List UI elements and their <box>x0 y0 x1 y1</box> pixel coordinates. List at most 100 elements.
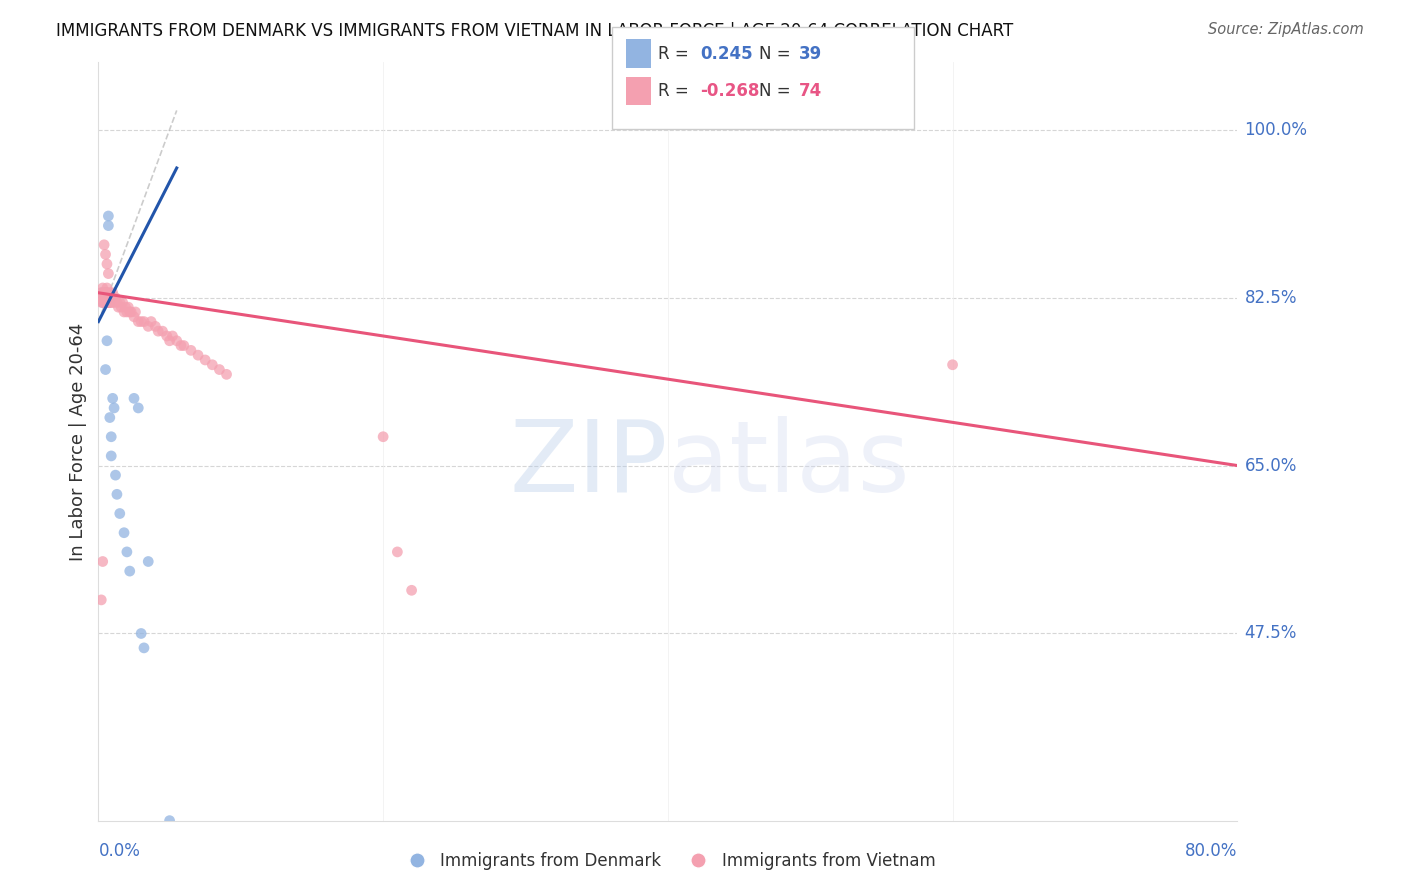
Point <box>104 291 127 305</box>
Text: -0.268: -0.268 <box>700 82 759 100</box>
Text: 65.0%: 65.0% <box>1244 457 1296 475</box>
Point <box>118 305 141 319</box>
Point <box>201 358 224 372</box>
Point <box>94 285 117 300</box>
Point <box>129 315 152 329</box>
Point <box>115 545 138 559</box>
Y-axis label: In Labor Force | Age 20-64: In Labor Force | Age 20-64 <box>69 322 87 561</box>
Point <box>148 324 170 338</box>
Point <box>942 358 965 372</box>
Point <box>96 334 118 348</box>
Point <box>94 247 117 261</box>
Point <box>100 430 122 444</box>
Point <box>96 285 118 300</box>
Point <box>91 295 114 310</box>
Point <box>90 593 112 607</box>
Point <box>108 507 131 521</box>
Text: 0.245: 0.245 <box>700 45 752 62</box>
Point <box>127 401 149 415</box>
Point <box>93 285 115 300</box>
Point <box>173 338 195 352</box>
Point <box>152 324 174 338</box>
Text: 100.0%: 100.0% <box>1244 120 1308 138</box>
Point <box>93 287 115 301</box>
Text: ZIP: ZIP <box>509 416 668 513</box>
Point <box>97 291 120 305</box>
Text: atlas: atlas <box>668 416 910 513</box>
Point <box>96 295 118 310</box>
Point <box>98 295 121 310</box>
Point <box>373 430 395 444</box>
Point <box>114 300 136 314</box>
Point <box>97 295 120 310</box>
Point <box>94 362 117 376</box>
Point <box>387 545 409 559</box>
Point <box>139 315 162 329</box>
Point <box>100 449 122 463</box>
Point <box>97 209 120 223</box>
Point <box>124 305 146 319</box>
Point <box>118 564 141 578</box>
Text: 47.5%: 47.5% <box>1244 624 1296 642</box>
Point <box>94 291 117 305</box>
Point <box>100 291 122 305</box>
Point <box>96 295 118 310</box>
Point <box>98 285 121 300</box>
Text: 39: 39 <box>799 45 823 62</box>
Point <box>97 219 120 233</box>
Point <box>122 310 145 324</box>
Point <box>90 295 112 310</box>
Point <box>129 626 152 640</box>
Point <box>93 291 115 305</box>
Point <box>159 334 181 348</box>
Text: 0.0%: 0.0% <box>98 842 141 860</box>
Point <box>170 338 193 352</box>
Point <box>120 305 142 319</box>
Point <box>162 329 184 343</box>
Point <box>136 319 159 334</box>
Point <box>156 329 179 343</box>
Point <box>136 554 159 568</box>
Point <box>98 291 121 305</box>
Point <box>194 353 217 368</box>
Point <box>208 362 231 376</box>
Point <box>104 468 127 483</box>
Point <box>215 368 238 382</box>
Text: 82.5%: 82.5% <box>1244 289 1296 307</box>
Point <box>117 300 139 314</box>
Point <box>96 257 118 271</box>
Point <box>112 525 135 540</box>
Point <box>96 295 118 310</box>
Point <box>96 291 118 305</box>
Point <box>96 281 118 295</box>
Point <box>127 315 149 329</box>
Point <box>94 295 117 310</box>
Point <box>91 291 114 305</box>
Point <box>112 305 135 319</box>
Point <box>97 295 120 310</box>
Point <box>105 295 128 310</box>
Point <box>115 305 138 319</box>
Text: R =: R = <box>658 82 695 100</box>
Point <box>96 295 118 310</box>
Point <box>89 291 111 305</box>
Point <box>108 295 131 310</box>
Point <box>132 640 155 655</box>
Point <box>97 295 120 310</box>
Point <box>93 295 115 310</box>
Point <box>89 291 111 305</box>
Point <box>94 285 117 300</box>
Point <box>98 291 121 305</box>
Legend: Immigrants from Denmark, Immigrants from Vietnam: Immigrants from Denmark, Immigrants from… <box>394 846 942 877</box>
Text: IMMIGRANTS FROM DENMARK VS IMMIGRANTS FROM VIETNAM IN LABOR FORCE | AGE 20-64 CO: IMMIGRANTS FROM DENMARK VS IMMIGRANTS FR… <box>56 22 1014 40</box>
Point <box>401 583 423 598</box>
Point <box>94 285 117 300</box>
Point <box>101 295 124 310</box>
Point <box>94 291 117 305</box>
Point <box>101 392 124 406</box>
Point <box>97 291 120 305</box>
Point <box>93 295 115 310</box>
Point <box>105 487 128 501</box>
Point <box>97 285 120 300</box>
Text: 80.0%: 80.0% <box>1185 842 1237 860</box>
